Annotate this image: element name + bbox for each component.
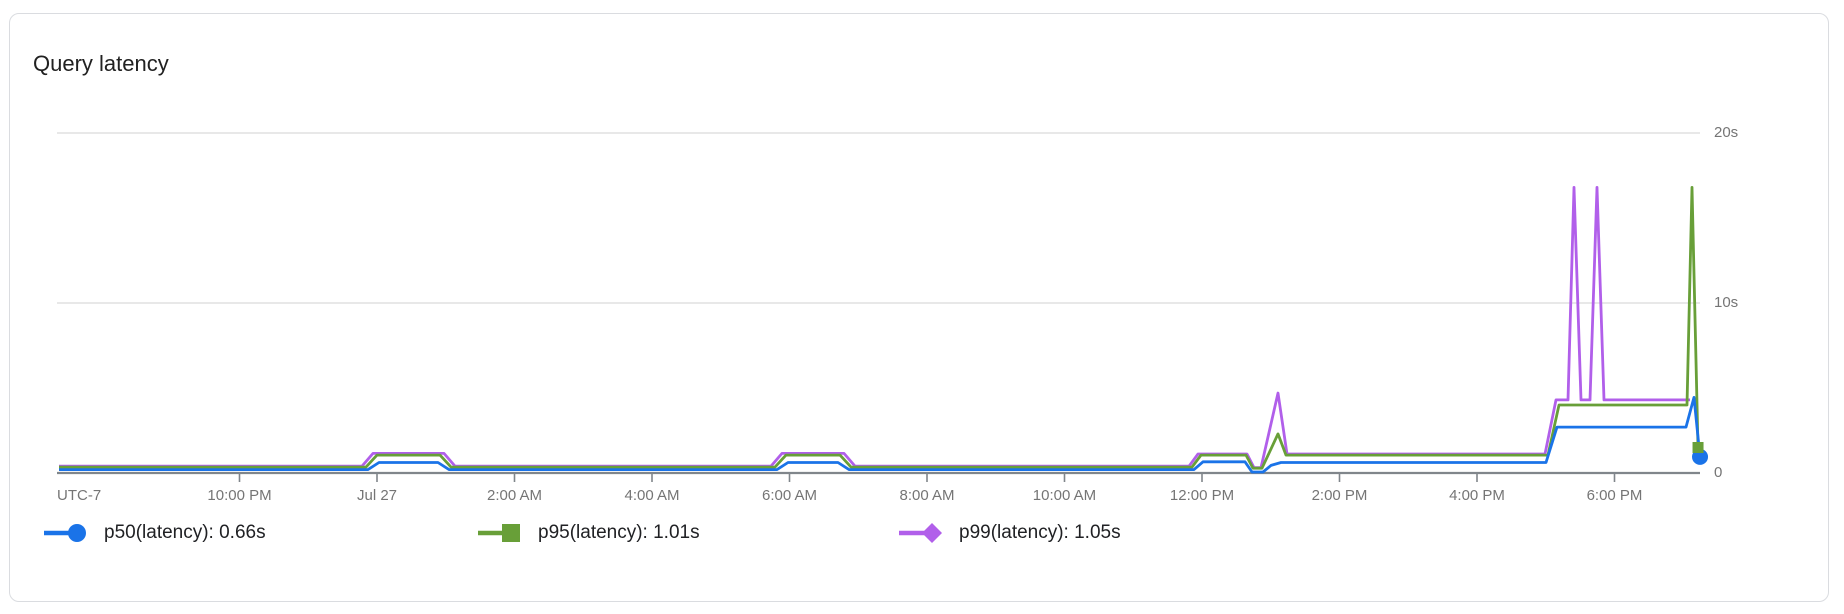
series-line-p95 bbox=[59, 185, 1700, 470]
y-axis-label: 0 bbox=[1714, 464, 1723, 481]
x-axis-label: 2:00 PM bbox=[1311, 487, 1368, 504]
query-latency-card bbox=[9, 13, 1829, 602]
chart-title: Query latency bbox=[33, 51, 169, 76]
x-axis-label: 2:00 AM bbox=[486, 487, 543, 504]
legend-item-label: p95(latency): 1.01s bbox=[538, 522, 700, 543]
series-line-p50 bbox=[59, 395, 1702, 474]
timezone-label: UTC-7 bbox=[57, 487, 102, 504]
legend-item-p50[interactable]: p50(latency): 0.66s bbox=[44, 517, 266, 549]
x-axis-label: 10:00 PM bbox=[207, 487, 272, 504]
p95-legend-marker-square-icon bbox=[478, 524, 520, 542]
x-axis-label: 4:00 PM bbox=[1449, 487, 1505, 504]
legend-item-p95[interactable]: p95(latency): 1.01s bbox=[478, 517, 700, 549]
p99-legend-marker-diamond-icon bbox=[899, 523, 942, 543]
y-axis-label: 10s bbox=[1714, 294, 1739, 311]
p50-legend-marker-circle-icon bbox=[44, 524, 86, 542]
series-end-marker-p95 bbox=[1692, 442, 1704, 453]
x-axis-label: 6:00 AM bbox=[761, 487, 818, 504]
x-axis-label: 12:00 PM bbox=[1169, 487, 1235, 504]
legend-item-label: p50(latency): 0.66s bbox=[104, 522, 266, 543]
x-axis-label: 8:00 AM bbox=[899, 487, 955, 504]
y-axis-label: 20s bbox=[1714, 124, 1739, 141]
x-axis-label: 4:00 AM bbox=[624, 487, 680, 504]
legend-item-label: p99(latency): 1.05s bbox=[959, 522, 1121, 543]
x-axis-label: 6:00 PM bbox=[1586, 487, 1643, 504]
x-axis-label: Jul 27 bbox=[356, 487, 398, 504]
legend-item-p99[interactable]: p99(latency): 1.05s bbox=[899, 517, 1121, 549]
x-axis-label: 10:00 AM bbox=[1032, 487, 1097, 504]
